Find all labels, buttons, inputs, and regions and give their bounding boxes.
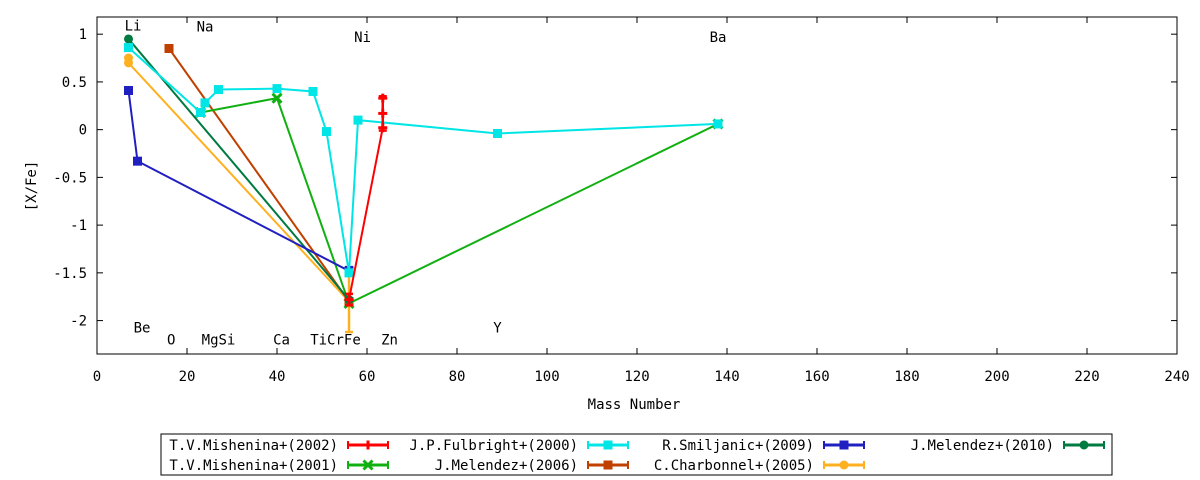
y-tick-label: -2 xyxy=(70,314,87,330)
data-point xyxy=(124,58,133,68)
data-point xyxy=(308,86,318,96)
data-point xyxy=(272,84,282,94)
element-label: Na xyxy=(197,20,214,36)
data-point xyxy=(603,460,613,470)
y-tick-label: -0.5 xyxy=(53,170,87,186)
legend-item: C.Charbonnel+(2005) xyxy=(654,458,865,474)
element-labels: Li Na Ni Ba Be O MgSi Ca TiCrFe Zn Y xyxy=(125,19,727,349)
x-tick-label: 240 xyxy=(1164,369,1189,385)
data-point xyxy=(124,34,133,44)
element-label: O xyxy=(167,333,175,349)
x-tick-label: 100 xyxy=(534,369,559,385)
y-tick-label: -1 xyxy=(70,218,87,234)
data-point xyxy=(1079,440,1089,450)
y-tick-label: 0 xyxy=(79,123,87,139)
data-point xyxy=(378,108,388,118)
x-tick-label: 220 xyxy=(1074,369,1099,385)
legend-box xyxy=(160,433,1113,476)
data-point xyxy=(839,460,849,470)
data-point xyxy=(603,440,613,450)
y-tick-label: 1 xyxy=(79,27,87,43)
data-point xyxy=(839,440,849,450)
series-line xyxy=(127,46,719,274)
data-point xyxy=(362,459,374,471)
series-line xyxy=(127,38,350,301)
series-1 xyxy=(124,43,723,278)
plot-area xyxy=(96,16,1178,355)
y-tick-label: 0.5 xyxy=(62,75,87,91)
legend-item: R.Smiljanic+(2009) xyxy=(662,438,865,454)
element-label: Be xyxy=(134,320,151,336)
legend-label: J.Melendez+(2010) xyxy=(911,438,1054,454)
x-tick-label: 20 xyxy=(179,369,196,385)
x-tick-label: 140 xyxy=(714,369,739,385)
legend-item: J.P.Fulbright+(2000) xyxy=(409,438,629,454)
x-axis: 0 20 40 60 80 100 120 140 160 180 200 220 240 xyxy=(93,17,1190,385)
legend-label: T.V.Mishenina+(2002) xyxy=(169,438,338,454)
data-point xyxy=(713,119,723,129)
x-tick-label: 80 xyxy=(449,369,466,385)
data-point xyxy=(133,156,142,166)
data-point xyxy=(196,107,205,117)
y-axis-label: [X/Fe] xyxy=(24,161,40,212)
y-axis: 1 0.5 0 -0.5 -1 -1.5 -2 xyxy=(53,27,1177,330)
data-point xyxy=(271,92,283,104)
legend-item: J.Melendez+(2010) xyxy=(911,438,1105,454)
x-axis-label: Mass Number xyxy=(588,397,681,413)
legend-label: C.Charbonnel+(2005) xyxy=(654,458,814,474)
data-point xyxy=(164,44,174,54)
data-point xyxy=(378,123,388,133)
legend-label: J.P.Fulbright+(2000) xyxy=(409,438,578,454)
x-tick-label: 180 xyxy=(894,369,919,385)
legend-label: T.V.Mishenina+(2001) xyxy=(169,458,338,474)
legend-item: T.V.Mishenina+(2001) xyxy=(169,458,389,474)
legend-item: J.Melendez+(2006) xyxy=(435,458,629,474)
element-label: Ba xyxy=(710,30,727,46)
y-tick-label: -1.5 xyxy=(53,266,87,282)
series-6 xyxy=(124,53,354,334)
data-point xyxy=(344,268,354,278)
x-tick-label: 40 xyxy=(269,369,286,385)
element-label: Ni xyxy=(354,30,371,46)
element-label: Li xyxy=(125,19,142,35)
series-4 xyxy=(194,92,724,309)
series-line xyxy=(200,97,719,305)
data-point xyxy=(344,295,354,305)
series-layer xyxy=(124,34,724,334)
data-point xyxy=(378,93,388,103)
element-label: Y xyxy=(493,320,502,336)
element-label: Zn xyxy=(381,333,398,349)
data-point xyxy=(363,440,373,450)
legend-item: T.V.Mishenina+(2002) xyxy=(169,438,389,454)
data-point xyxy=(353,115,363,125)
element-label: TiCrFe xyxy=(310,333,361,349)
legend-label: J.Melendez+(2006) xyxy=(435,458,578,474)
element-label: Ca xyxy=(273,333,290,349)
x-tick-label: 0 xyxy=(93,369,101,385)
data-point xyxy=(124,86,133,96)
x-tick-label: 120 xyxy=(624,369,649,385)
data-point xyxy=(214,85,223,95)
legend: T.V.Mishenina+(2002) J.P.Fulbright+(2000)… xyxy=(160,433,1113,476)
x-tick-label: 160 xyxy=(804,369,829,385)
data-point xyxy=(322,127,331,137)
series-line xyxy=(168,47,350,303)
x-tick-label: 200 xyxy=(984,369,1009,385)
data-point xyxy=(200,98,210,108)
data-point xyxy=(124,43,133,53)
data-point xyxy=(493,128,502,138)
x-tick-label: 60 xyxy=(359,369,376,385)
series-0 xyxy=(344,93,388,307)
series-5 xyxy=(164,44,354,306)
element-label: MgSi xyxy=(202,333,236,349)
legend-label: R.Smiljanic+(2009) xyxy=(662,438,814,454)
